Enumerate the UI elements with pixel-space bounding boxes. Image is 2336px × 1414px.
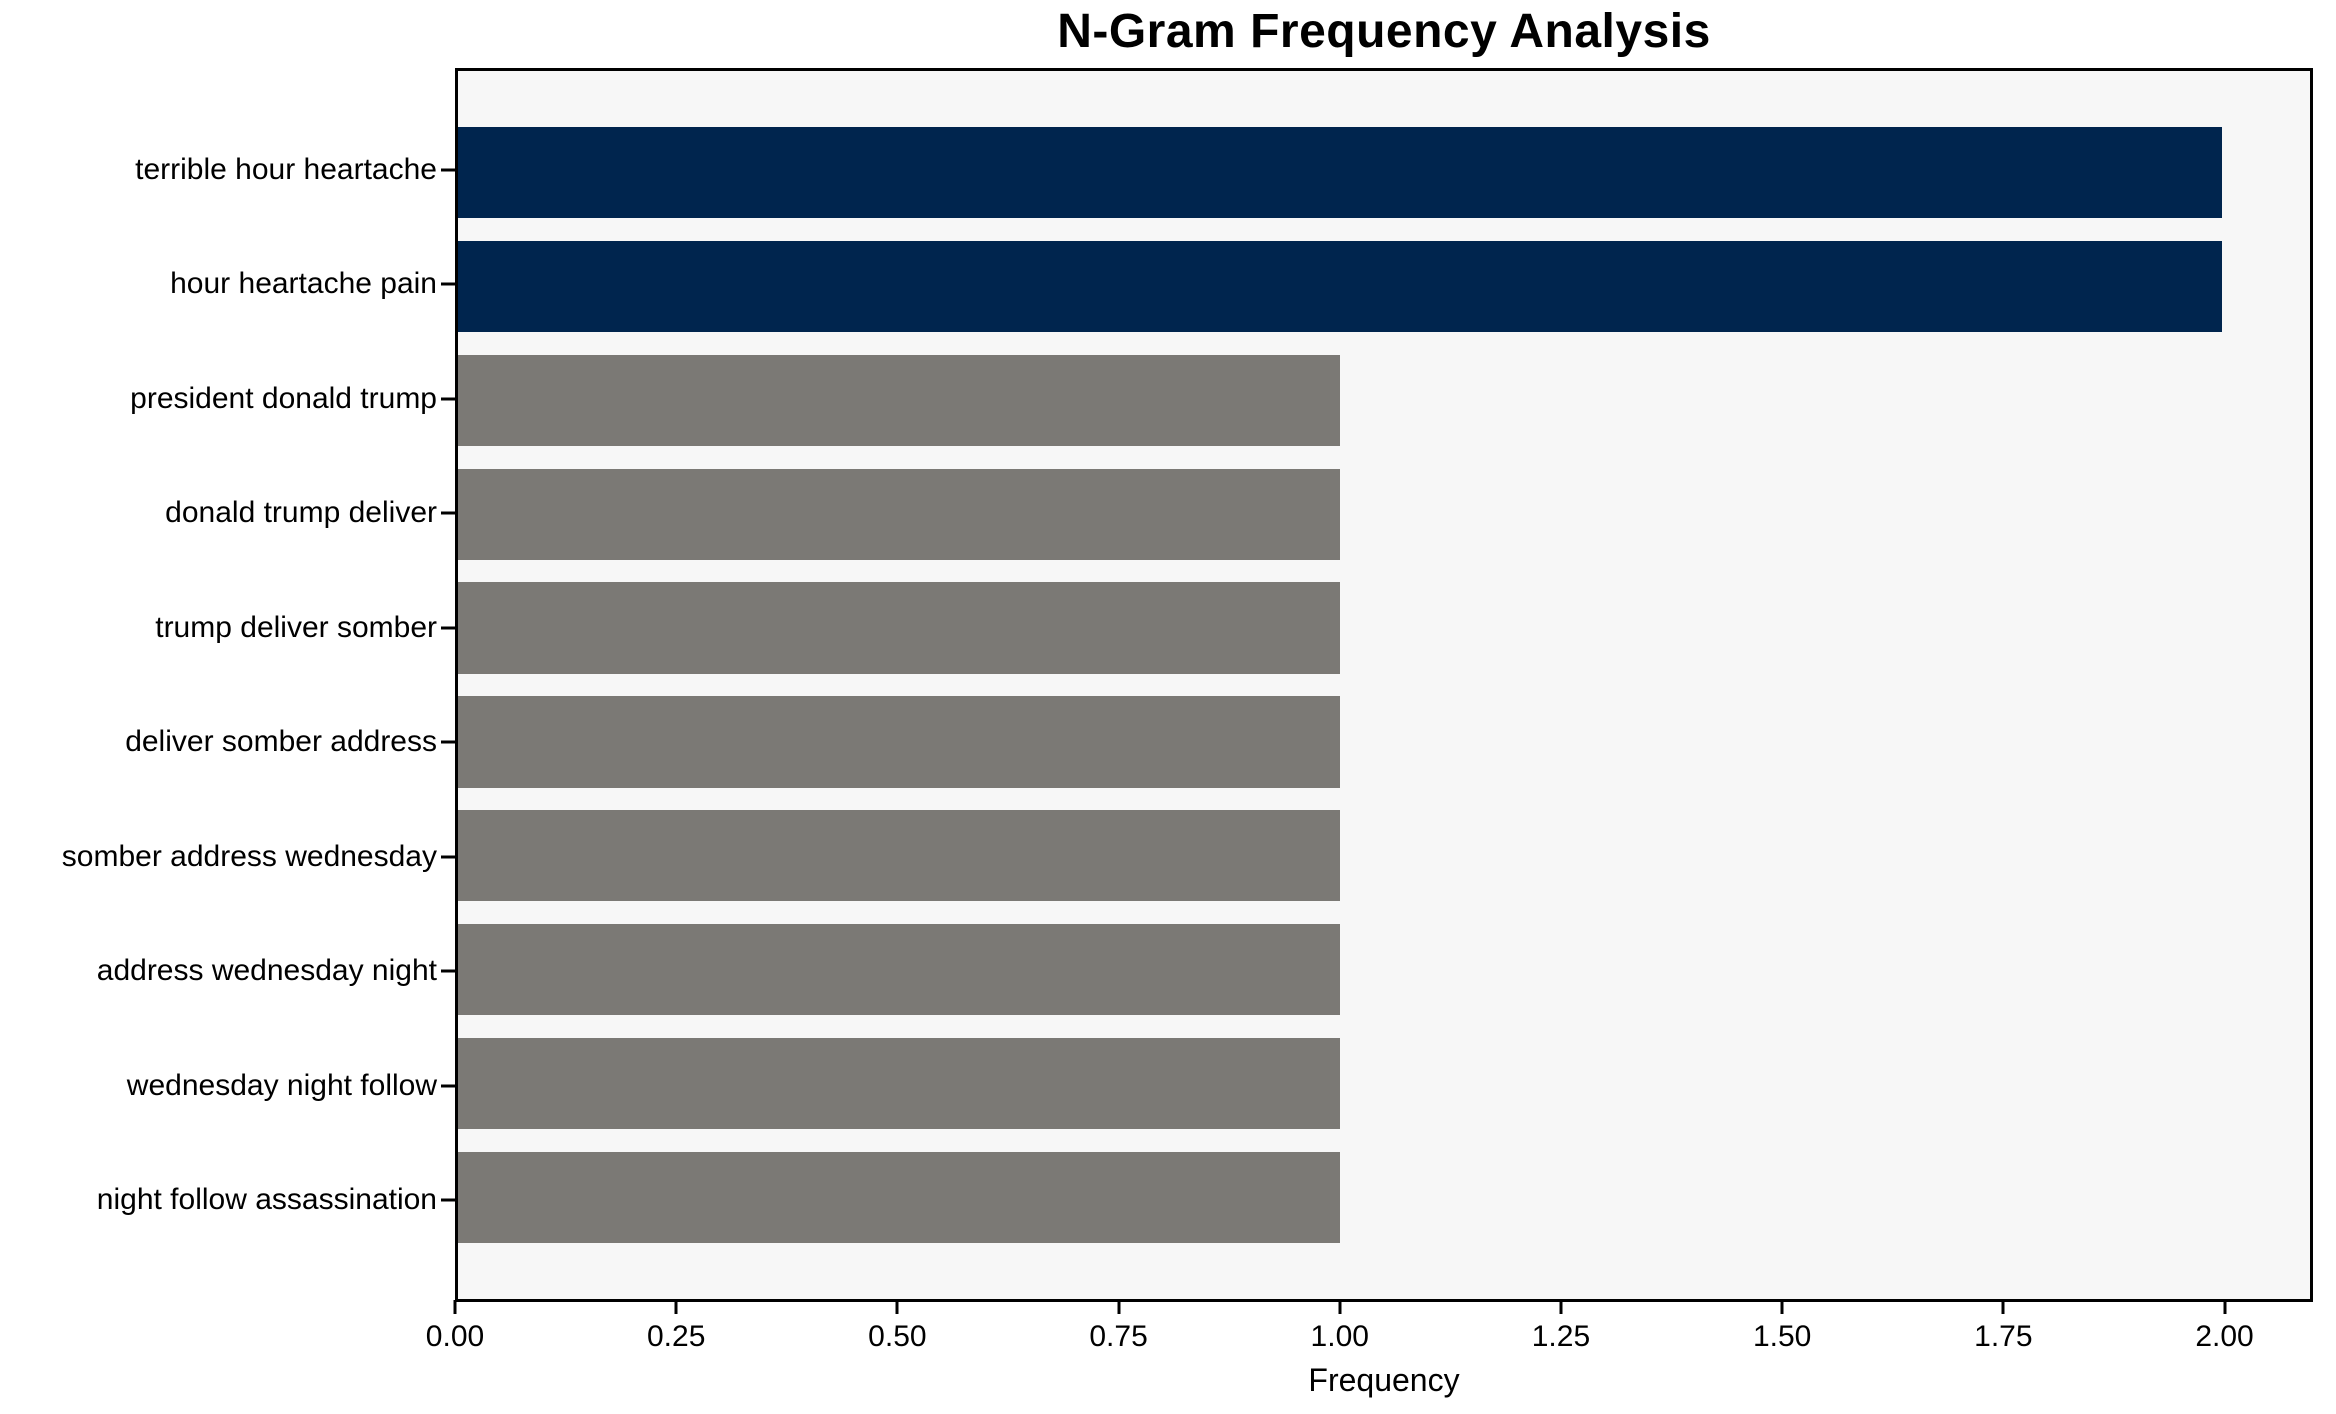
bar: [458, 810, 1340, 902]
y-axis-labels: terrible hour heartache hour heartache pa…: [0, 68, 437, 1302]
x-tick-label: 0.75: [1089, 1320, 1148, 1353]
y-tick-label: president donald trump: [130, 381, 437, 415]
x-tick-label: 2.00: [2195, 1320, 2254, 1353]
bar: [458, 696, 1340, 788]
x-axis-tick-labels: 0.00 0.25 0.50 0.75 1.00 1.25 1.50 1.75 2.00: [426, 1320, 2313, 1360]
x-tick-mark: [2001, 1300, 2005, 1314]
y-tick-mark: [441, 626, 455, 630]
y-tick-mark: [441, 511, 455, 515]
x-tick-label: 0.00: [425, 1320, 485, 1353]
y-tick-mark: [441, 168, 455, 172]
x-tick-label: 1.00: [1310, 1320, 1369, 1353]
x-tick-label: 1.50: [1752, 1320, 1812, 1353]
x-tick-mark: [895, 1300, 899, 1314]
y-tick-label: wednesday night follow: [126, 1068, 437, 1102]
y-tick-mark: [441, 855, 455, 859]
y-tick-label: hour heartache pain: [170, 267, 437, 301]
x-axis-title: Frequency: [1308, 1362, 1460, 1398]
y-tick-label: address wednesday night: [96, 954, 437, 988]
y-tick-label: donald trump deliver: [165, 496, 437, 530]
x-tick-mark: [1559, 1300, 1563, 1314]
x-tick-label: 0.50: [868, 1320, 927, 1353]
bar: [458, 240, 2222, 332]
y-tick-mark: [441, 397, 455, 401]
y-tick-label: deliver somber address: [125, 725, 437, 759]
y-tick-mark: [441, 1084, 455, 1088]
bar: [458, 582, 1340, 674]
plot-area: [455, 68, 2313, 1302]
x-tick-mark: [453, 1300, 457, 1314]
bar: [458, 924, 1340, 1016]
y-tick-mark: [441, 740, 455, 744]
bar: [458, 468, 1340, 560]
x-tick-label: 1.75: [1974, 1320, 2033, 1353]
bar: [458, 1152, 1340, 1244]
y-tick-label: night follow assassination: [96, 1183, 437, 1217]
bar: [458, 126, 2222, 218]
x-tick-label: 1.25: [1531, 1320, 1591, 1353]
y-tick-mark: [441, 1198, 455, 1202]
bar: [458, 354, 1340, 446]
x-tick-mark: [1338, 1300, 1342, 1314]
x-tick-label: 0.25: [646, 1320, 706, 1353]
x-tick-mark: [1780, 1300, 1784, 1314]
x-axis-ticks: [453, 1300, 2313, 1314]
chart-title: N-Gram Frequency Analysis: [1057, 5, 1711, 58]
y-tick-label: terrible hour heartache: [135, 152, 437, 186]
y-axis-ticks: [441, 68, 455, 1302]
x-tick-mark: [1117, 1300, 1121, 1314]
x-tick-mark: [2223, 1300, 2227, 1314]
y-tick-mark: [441, 282, 455, 286]
y-tick-mark: [441, 969, 455, 973]
x-tick-mark: [674, 1300, 678, 1314]
y-tick-label: trump deliver somber: [155, 610, 437, 644]
bar: [458, 1038, 1340, 1130]
y-tick-label: somber address wednesday: [61, 839, 437, 873]
